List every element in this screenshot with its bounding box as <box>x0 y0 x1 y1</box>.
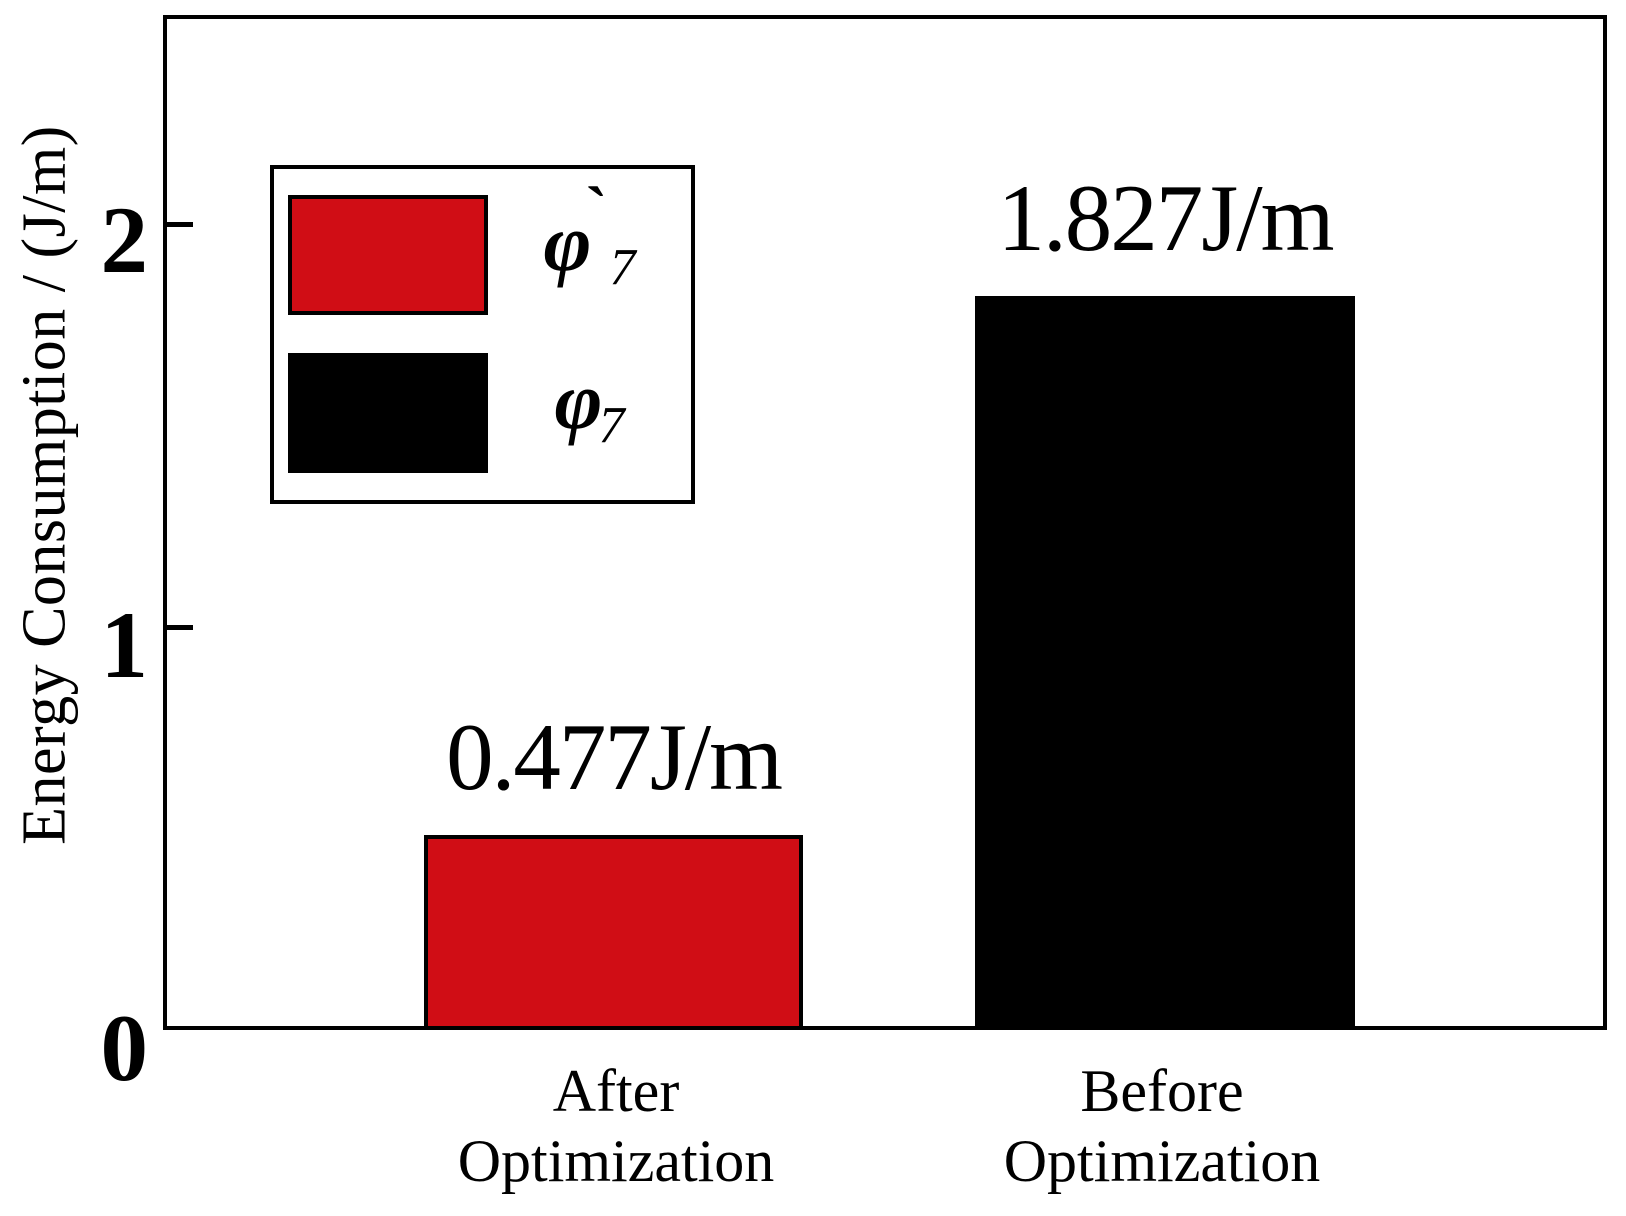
legend-entry-before: φ7 <box>288 353 691 473</box>
bar-value-label-after: 0.477J/m <box>446 704 783 811</box>
legend-swatch-red <box>288 195 488 315</box>
phi-symbol: φ <box>554 354 603 446</box>
phi-symbol: φ <box>543 196 592 288</box>
x-category-line1: After <box>552 1058 680 1124</box>
y-tick-label-0: 0 <box>100 995 149 1101</box>
x-category-line2: Optimization <box>1003 1128 1321 1194</box>
plot-area: φ`7 φ7 0.477J/m 1.827J/m <box>163 15 1607 1030</box>
x-category-line1: Before <box>1080 1058 1244 1124</box>
legend-swatch-black <box>288 353 488 473</box>
bar-after-optimization: 0.477J/m <box>424 710 804 1026</box>
phi-accent: ` <box>585 173 608 247</box>
x-category-line2: Optimization <box>457 1128 775 1194</box>
x-category-label-before: Before Optimization <box>852 1056 1472 1196</box>
legend-label-phi-prime-7: φ`7 <box>488 174 691 328</box>
bar <box>975 295 1355 1026</box>
legend-entry-after: φ`7 <box>288 174 691 315</box>
y-tick-mark-2 <box>167 222 193 227</box>
legend: φ`7 φ7 <box>270 165 695 504</box>
x-category-label-after: After Optimization <box>306 1056 926 1196</box>
bar-value-label-before: 1.827J/m <box>997 164 1334 271</box>
y-tick-label-1: 1 <box>100 592 149 698</box>
y-tick-mark-1 <box>167 625 193 630</box>
y-tick-label-2: 2 <box>100 187 149 293</box>
legend-label-phi-7: φ7 <box>488 341 691 486</box>
bar <box>424 835 804 1026</box>
phi-subscript: 7 <box>598 396 625 454</box>
bar-before-optimization: 1.827J/m <box>975 170 1355 1026</box>
phi-subscript: 7 <box>609 238 636 296</box>
